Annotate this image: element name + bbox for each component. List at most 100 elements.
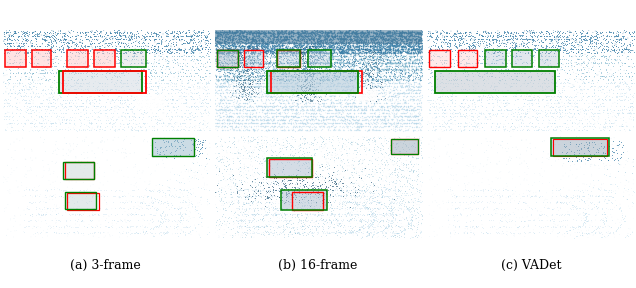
Point: [251, 89, 261, 93]
Point: [265, 143, 275, 147]
Point: [179, 181, 190, 185]
Point: [219, 57, 229, 61]
Point: [163, 138, 173, 143]
Point: [576, 37, 586, 41]
Point: [473, 194, 483, 198]
Point: [17, 183, 27, 188]
Point: [228, 54, 238, 58]
Point: [551, 39, 561, 43]
Point: [371, 35, 382, 39]
Point: [190, 47, 200, 51]
Point: [321, 117, 331, 122]
Point: [245, 84, 256, 89]
Point: [412, 186, 422, 191]
Point: [343, 121, 353, 126]
Point: [59, 91, 69, 95]
Point: [239, 206, 249, 211]
Point: [468, 114, 478, 119]
Point: [545, 97, 555, 102]
Point: [401, 77, 411, 82]
Point: [347, 61, 357, 66]
Point: [328, 204, 338, 209]
Point: [376, 124, 386, 129]
Point: [256, 121, 266, 125]
Point: [92, 90, 102, 95]
Point: [302, 30, 312, 34]
Point: [391, 107, 401, 112]
Point: [322, 77, 332, 81]
Point: [303, 43, 314, 48]
Point: [211, 107, 221, 112]
Point: [344, 55, 354, 60]
Point: [597, 31, 607, 36]
Point: [160, 217, 170, 221]
Point: [428, 101, 438, 105]
Point: [184, 117, 194, 122]
Point: [218, 50, 228, 55]
Point: [281, 124, 291, 129]
Point: [322, 46, 332, 51]
Point: [176, 48, 186, 52]
Point: [434, 46, 444, 50]
Point: [389, 126, 399, 131]
Point: [403, 37, 413, 41]
Point: [314, 194, 324, 199]
Point: [262, 224, 272, 229]
Point: [590, 121, 600, 126]
Point: [351, 229, 361, 234]
Point: [256, 44, 266, 49]
Point: [113, 188, 123, 192]
Point: [73, 80, 83, 85]
Point: [219, 123, 229, 128]
Point: [520, 97, 530, 102]
Point: [312, 67, 322, 71]
Point: [398, 161, 408, 166]
Point: [605, 231, 616, 236]
Point: [410, 48, 420, 53]
Point: [396, 64, 406, 68]
Point: [294, 48, 304, 52]
Point: [300, 121, 310, 126]
Point: [266, 174, 277, 179]
Point: [517, 107, 527, 112]
Point: [354, 57, 364, 61]
Point: [252, 45, 262, 49]
Point: [389, 82, 399, 86]
Point: [375, 84, 385, 88]
Point: [445, 104, 455, 109]
Point: [121, 47, 132, 52]
Point: [239, 80, 249, 85]
Point: [50, 35, 60, 39]
Point: [324, 44, 335, 49]
Point: [261, 66, 272, 71]
Point: [232, 75, 242, 79]
Point: [303, 54, 314, 59]
Point: [335, 29, 345, 33]
Point: [542, 101, 552, 105]
Point: [570, 154, 580, 159]
Point: [548, 105, 558, 109]
Point: [284, 199, 294, 204]
Point: [523, 51, 534, 56]
Point: [254, 230, 265, 235]
Point: [385, 90, 395, 94]
Point: [59, 37, 69, 41]
Point: [267, 192, 277, 196]
Point: [602, 56, 612, 61]
Point: [212, 64, 222, 69]
Point: [467, 168, 477, 173]
Point: [322, 125, 332, 130]
Point: [233, 74, 244, 79]
Point: [31, 94, 41, 98]
Point: [376, 74, 386, 79]
Point: [235, 77, 245, 82]
Point: [480, 150, 490, 155]
Point: [380, 225, 390, 229]
Point: [315, 114, 325, 118]
Point: [263, 232, 273, 236]
Point: [265, 30, 275, 35]
Point: [242, 64, 252, 68]
Point: [131, 57, 141, 62]
Point: [403, 78, 413, 83]
Point: [128, 127, 139, 132]
